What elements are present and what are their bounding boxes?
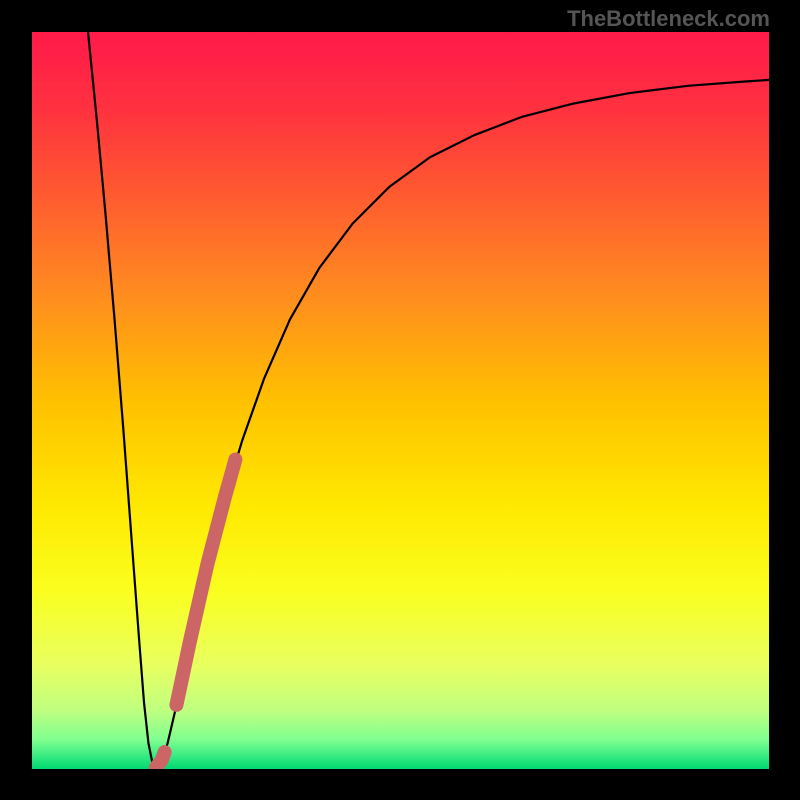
plot-area: [32, 32, 769, 769]
bottleneck-chart: [32, 32, 769, 769]
watermark-text: TheBottleneck.com: [567, 6, 770, 32]
highlight-segment-0: [156, 752, 165, 767]
gradient-background: [32, 32, 769, 769]
chart-frame: TheBottleneck.com: [0, 0, 800, 800]
